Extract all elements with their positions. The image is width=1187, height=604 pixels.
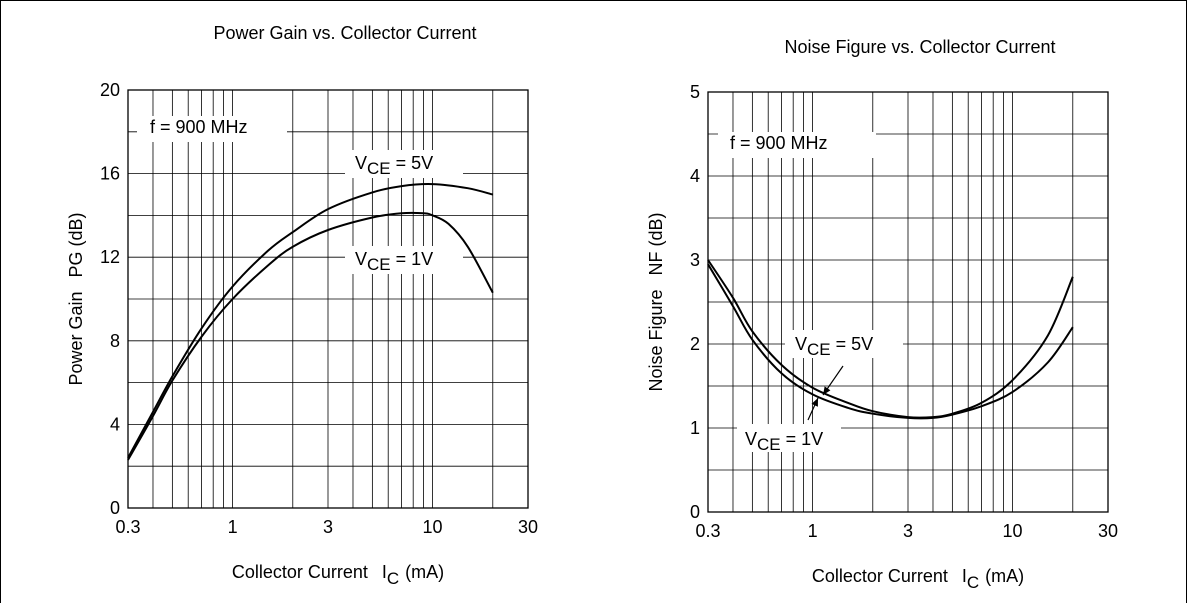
x-axis-label: Collector Current IC (mA) bbox=[232, 562, 444, 588]
x-tick-label: 3 bbox=[903, 521, 913, 541]
x-tick-label: 1 bbox=[808, 521, 818, 541]
label-background bbox=[137, 116, 287, 142]
x-tick-label: 0.3 bbox=[115, 517, 140, 537]
series-line-s1 bbox=[707, 259, 1074, 419]
series-label-s5: VCE = 5V bbox=[795, 334, 873, 359]
pointer-arrowhead bbox=[823, 386, 831, 395]
label-background bbox=[718, 132, 876, 158]
chart-title: Power Gain vs. Collector Current bbox=[213, 23, 476, 43]
series-line-s5 bbox=[707, 263, 1074, 420]
x-tick-label: 10 bbox=[423, 517, 443, 537]
chart-1: f = 900 MHz VCE = 5V VCE = 1V Power Gain vs… bbox=[66, 23, 538, 588]
annotation-freq: f = 900 MHz bbox=[730, 133, 828, 153]
grid bbox=[128, 90, 528, 508]
y-tick-label: 8 bbox=[110, 331, 120, 351]
x-axis-label: Collector Current IC (mA) bbox=[812, 566, 1024, 592]
chart-title: Noise Figure vs. Collector Current bbox=[784, 37, 1055, 57]
y-tick-label: 1 bbox=[690, 418, 700, 438]
y-axis-label: Noise FigureNF (dB) bbox=[646, 212, 666, 391]
series-label-s1: VCE = 1V bbox=[745, 429, 823, 454]
x-tick-label: 30 bbox=[518, 517, 538, 537]
series-label-s5: VCE = 5V bbox=[355, 153, 433, 178]
y-tick-label: 4 bbox=[690, 166, 700, 186]
y-tick-label: 4 bbox=[110, 414, 120, 434]
y-axis-label: Power GainPG (dB) bbox=[66, 212, 86, 385]
y-tick-label: 12 bbox=[100, 247, 120, 267]
series-label-s1: VCE = 1V bbox=[355, 249, 433, 274]
label-background bbox=[785, 330, 903, 358]
y-tick-label: 2 bbox=[690, 334, 700, 354]
plot-area bbox=[127, 89, 529, 509]
y-tick-label: 16 bbox=[100, 164, 120, 184]
series-line-s5 bbox=[127, 183, 494, 459]
pointer-arrowhead bbox=[811, 398, 818, 407]
x-tick-label: 1 bbox=[228, 517, 238, 537]
y-tick-label: 20 bbox=[100, 80, 120, 100]
y-tick-label: 3 bbox=[690, 250, 700, 270]
x-tick-label: 30 bbox=[1098, 521, 1118, 541]
y-tick-label: 0 bbox=[690, 502, 700, 522]
label-background bbox=[345, 246, 463, 274]
label-background bbox=[737, 424, 841, 452]
chart-2: f = 900 MHz VCE = 5V VCE = 1V Noise Figure … bbox=[646, 37, 1118, 592]
plot-area bbox=[707, 91, 1109, 513]
annotation-freq: f = 900 MHz bbox=[150, 117, 248, 137]
y-tick-label: 0 bbox=[110, 498, 120, 518]
x-tick-label: 3 bbox=[323, 517, 333, 537]
x-tick-label: 0.3 bbox=[695, 521, 720, 541]
y-tick-label: 5 bbox=[690, 82, 700, 102]
grid bbox=[708, 92, 1108, 512]
series-line-s1 bbox=[127, 211, 494, 461]
label-background bbox=[345, 150, 463, 178]
x-tick-label: 10 bbox=[1003, 521, 1023, 541]
